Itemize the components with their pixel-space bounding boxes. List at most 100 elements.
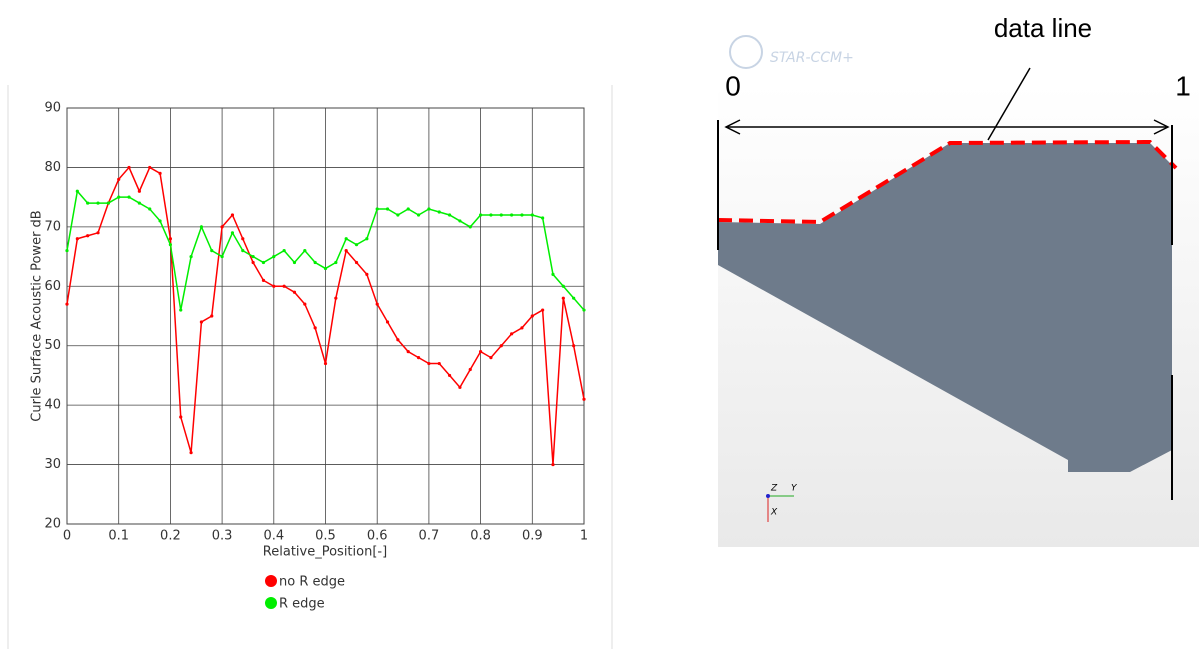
data-point: [407, 350, 410, 353]
data-point: [241, 237, 244, 240]
data-point: [572, 297, 575, 300]
data-point: [355, 243, 358, 246]
data-point: [107, 201, 110, 204]
x-tick-label: 0: [63, 529, 71, 544]
data-point: [582, 308, 585, 311]
data-point: [345, 249, 348, 252]
data-point: [96, 201, 99, 204]
page: 203040506070809000.10.20.30.40.50.60.70.…: [0, 0, 1199, 649]
data-point: [572, 344, 575, 347]
data-point: [231, 213, 234, 216]
data-point: [252, 261, 255, 264]
data-point: [138, 201, 141, 204]
data-point: [127, 196, 130, 199]
data-point: [582, 398, 585, 401]
axis-z: [766, 494, 770, 498]
data-point: [158, 172, 161, 175]
data-point: [169, 237, 172, 240]
data-point: [231, 231, 234, 234]
data-point: [386, 207, 389, 210]
data-point: [324, 362, 327, 365]
data-point: [293, 291, 296, 294]
data-point: [252, 255, 255, 258]
data-point: [179, 308, 182, 311]
data-point: [210, 314, 213, 317]
data-point: [562, 297, 565, 300]
data-point: [438, 362, 441, 365]
legend-marker: [265, 575, 277, 587]
data-point: [500, 213, 503, 216]
data-point: [448, 213, 451, 216]
data-point: [117, 196, 120, 199]
y-tick-label: 20: [44, 517, 61, 532]
data-point: [365, 237, 368, 240]
data-point: [458, 219, 461, 222]
x-tick-label: 0.6: [367, 529, 388, 544]
logo-mark: [730, 36, 762, 68]
data-point: [541, 216, 544, 219]
data-point: [262, 261, 265, 264]
data-point: [479, 213, 482, 216]
data-point: [189, 255, 192, 258]
x-axis-label: Relative_Position[-]: [263, 545, 387, 560]
data-point: [427, 362, 430, 365]
data-point: [448, 374, 451, 377]
data-point: [314, 261, 317, 264]
data-point: [293, 261, 296, 264]
data-point: [303, 303, 306, 306]
y-tick-label: 50: [44, 338, 61, 353]
legend-label: R edge: [279, 597, 325, 612]
y-tick-label: 90: [44, 101, 61, 116]
data-point: [221, 255, 224, 258]
data-point: [148, 207, 151, 210]
logo: STAR-CCM+: [770, 50, 854, 66]
data-point: [65, 303, 68, 306]
data-point: [562, 285, 565, 288]
data-point: [127, 166, 130, 169]
data-point: [520, 213, 523, 216]
data-point: [158, 219, 161, 222]
data-point: [241, 249, 244, 252]
y-tick-label: 70: [44, 219, 61, 234]
data-point: [283, 285, 286, 288]
axis-label: X: [770, 508, 778, 518]
data-point: [479, 350, 482, 353]
data-point: [262, 279, 265, 282]
y-tick-label: 80: [44, 160, 61, 175]
data-point: [469, 368, 472, 371]
data-point: [283, 249, 286, 252]
data-point: [210, 249, 213, 252]
data-point: [376, 303, 379, 306]
x-tick-label: 0.1: [108, 529, 129, 544]
data-point: [396, 338, 399, 341]
data-point: [314, 326, 317, 329]
data-point: [355, 261, 358, 264]
data-point: [510, 213, 513, 216]
x-tick-label: 0.9: [522, 529, 543, 544]
data-point: [551, 273, 554, 276]
data-point: [396, 213, 399, 216]
data-point: [96, 231, 99, 234]
start-label: 0: [725, 70, 741, 101]
data-point: [138, 190, 141, 193]
data-point: [86, 201, 89, 204]
data-point: [179, 415, 182, 418]
data-point: [169, 243, 172, 246]
x-tick-label: 0.3: [212, 529, 233, 544]
data-point: [489, 356, 492, 359]
x-tick-label: 0.2: [160, 529, 181, 544]
diagram: data line 0 1 STAR-CCM+ Z Y X: [718, 13, 1199, 547]
data-point: [303, 249, 306, 252]
data-point: [117, 178, 120, 181]
data-point: [200, 225, 203, 228]
data-point: [65, 249, 68, 252]
y-tick-label: 30: [44, 457, 61, 472]
data-point: [272, 285, 275, 288]
data-point: [469, 225, 472, 228]
x-tick-label: 0.8: [470, 529, 491, 544]
data-point: [541, 308, 544, 311]
y-axis-label: Curle Surface Acoustic Power dB: [30, 210, 45, 421]
data-point: [365, 273, 368, 276]
data-point: [407, 207, 410, 210]
